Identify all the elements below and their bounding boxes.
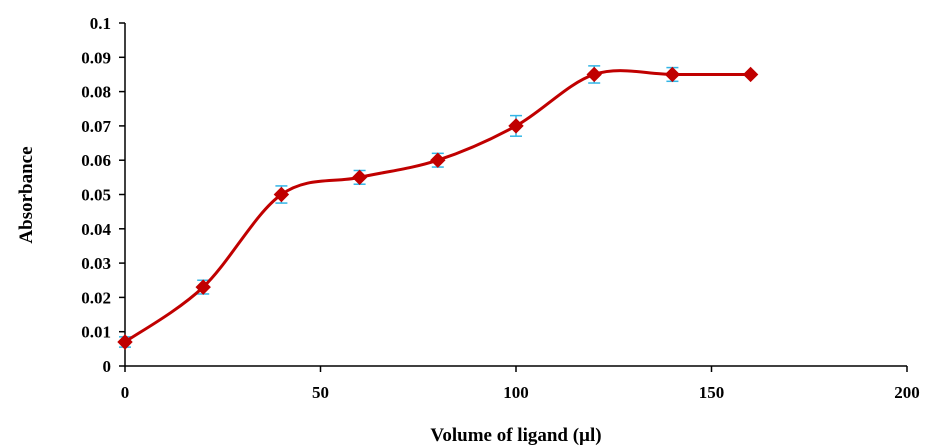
series-markers (117, 66, 759, 350)
data-point (117, 334, 133, 350)
x-tick-labels: 0 50 100 150 200 (121, 383, 920, 402)
y-tick-label: 0.02 (81, 288, 111, 307)
series-line-0 (124, 69, 751, 344)
x-tick-label: 100 (503, 383, 529, 402)
x-tick-label: 50 (312, 383, 329, 402)
x-axis-title: Volume of ligand (µl) (430, 425, 601, 446)
data-point (508, 118, 524, 134)
y-tick-label: 0.07 (81, 117, 111, 136)
y-tick-label: 0.01 (81, 323, 111, 342)
y-tick-label: 0 (103, 357, 112, 376)
data-point (351, 169, 368, 186)
y-tick-label: 0.09 (81, 48, 111, 67)
y-tick-label: 0.1 (90, 14, 111, 33)
y-axis-title: Absorbance (16, 146, 37, 243)
data-point (586, 66, 602, 83)
x-axis (124, 365, 908, 372)
x-tick-label: 0 (121, 383, 130, 402)
y-tick-label: 0.05 (81, 186, 111, 205)
y-tick-label: 0.06 (81, 151, 111, 170)
data-point (664, 66, 681, 83)
data-point (742, 66, 759, 83)
y-axis (119, 22, 126, 367)
data-point (195, 279, 211, 295)
x-tick-label: 150 (699, 383, 725, 402)
data-point (430, 152, 446, 168)
data-point (273, 186, 290, 203)
error-bars (119, 65, 679, 348)
y-tick-label: 0.08 (81, 83, 111, 102)
x-tick-label: 200 (894, 383, 920, 402)
y-tick-labels: 0 0.01 0.02 0.03 0.04 0.05 0.06 0.07 0.08 0.09 0.1 (81, 14, 111, 376)
y-tick-label: 0.03 (81, 254, 111, 273)
series-lines (124, 69, 751, 344)
y-tick-label: 0.04 (81, 220, 111, 239)
